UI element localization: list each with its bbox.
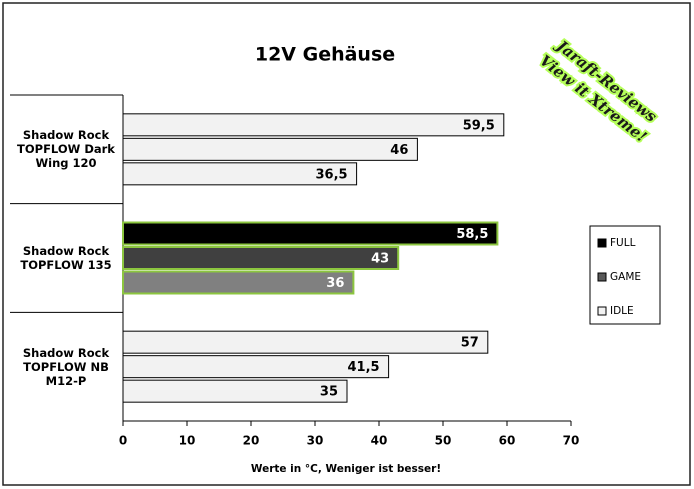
x-tick-label: 50: [435, 434, 452, 448]
y-tick-label: Shadow Rock TOPFLOW Dark Wing 120: [17, 128, 115, 171]
value-label: 46: [390, 143, 408, 158]
legend-swatch: [597, 272, 607, 282]
x-tick-label: 60: [499, 434, 516, 448]
value-label: 35: [320, 385, 338, 400]
legend-label: IDLE: [610, 305, 634, 317]
bar: [122, 137, 418, 161]
bar: [122, 221, 499, 246]
x-tick-label: 40: [371, 434, 388, 448]
x-tick-label: 10: [179, 434, 196, 448]
legend-swatch: [597, 306, 607, 316]
y-tick-label: Shadow Rock TOPFLOW NB M12-P: [22, 345, 110, 388]
legend-label: GAME: [610, 271, 641, 283]
value-label: 57: [461, 336, 479, 351]
value-label: 36,5: [316, 167, 348, 182]
legend-swatch: [597, 238, 607, 248]
x-tick-label: 20: [243, 434, 260, 448]
bar: [122, 246, 400, 270]
bar: [122, 355, 390, 379]
chart-title: 12V Gehäuse: [255, 44, 395, 66]
value-label: 43: [371, 252, 389, 267]
value-label: 36: [326, 276, 344, 291]
x-tick-label: 70: [563, 434, 580, 448]
bar: [122, 162, 358, 186]
bar: [122, 270, 355, 295]
legend-label: FULL: [610, 237, 636, 249]
y-tick-label: Shadow Rock TOPFLOW 135: [20, 244, 112, 272]
bar: [122, 379, 348, 403]
bar: [122, 113, 505, 137]
x-axis-label: Werte in °C, Weniger ist besser!: [251, 463, 441, 475]
value-label: 59,5: [463, 118, 495, 133]
value-label: 58,5: [456, 227, 488, 242]
x-tick-label: 0: [119, 434, 127, 448]
value-label: 41,5: [348, 360, 380, 375]
x-tick-label: 30: [307, 434, 324, 448]
bar: [122, 330, 489, 354]
